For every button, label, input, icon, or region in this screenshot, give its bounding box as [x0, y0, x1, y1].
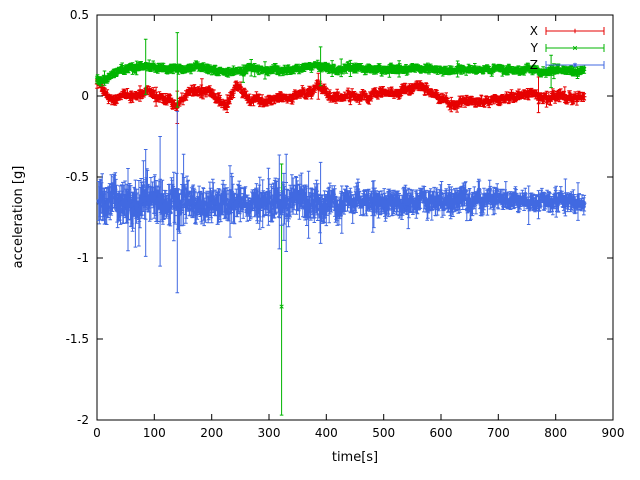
- x-axis-title: time[s]: [332, 450, 378, 465]
- y-tick-label: -2: [77, 413, 89, 427]
- x-tick-label: 600: [430, 426, 453, 440]
- legend-label-Z: Z: [530, 58, 538, 72]
- y-tick-label: 0: [81, 89, 89, 103]
- generated-chart-layer: 0 100 200 300 400 500 600 700 800 900 0.5 0 -0.5 -1 -1…: [66, 8, 625, 440]
- y-tick-label: -1: [77, 251, 89, 265]
- legend-label-X: X: [530, 24, 538, 38]
- y-tick-label: 0.5: [70, 8, 89, 22]
- series-Z-points: [96, 183, 587, 219]
- legend-sample-marker: [572, 28, 578, 34]
- x-tick-label: 800: [544, 426, 567, 440]
- x-tick-label: 400: [315, 426, 338, 440]
- series-Y-points: [94, 61, 587, 309]
- x-tick-label: 300: [258, 426, 281, 440]
- x-tick-label: 900: [602, 426, 625, 440]
- legend-sample-marker: [572, 45, 578, 51]
- legend-sample-marker: [572, 62, 578, 68]
- x-tick-label: 100: [143, 426, 166, 440]
- plot-border: [96, 14, 614, 421]
- y-axis-title: acceleration [g]: [11, 166, 26, 269]
- legend-label-Y: Y: [530, 41, 539, 55]
- x-tick-label: 500: [372, 426, 395, 440]
- x-tick-label: 200: [200, 426, 223, 440]
- y-tick-label: -1.5: [66, 332, 89, 346]
- x-tick-label: 700: [487, 426, 510, 440]
- x-tick-label: 0: [93, 426, 101, 440]
- y-tick-label: -0.5: [66, 170, 89, 184]
